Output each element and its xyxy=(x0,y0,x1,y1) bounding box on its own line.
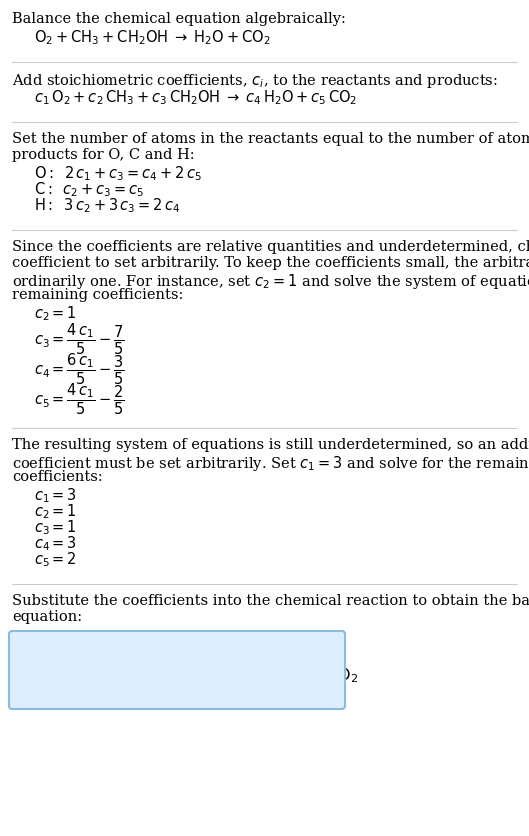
Text: products for O, C and H:: products for O, C and H: xyxy=(12,148,195,162)
Text: $c_5 = \dfrac{4\,c_1}{5} - \dfrac{2}{5}$: $c_5 = \dfrac{4\,c_1}{5} - \dfrac{2}{5}$ xyxy=(34,382,125,417)
Text: $\mathrm{O{:}}\;\; 2\,c_1 + c_3 = c_4 + 2\,c_5$: $\mathrm{O{:}}\;\; 2\,c_1 + c_3 = c_4 + … xyxy=(34,164,202,183)
Text: $c_3 = \dfrac{4\,c_1}{5} - \dfrac{7}{5}$: $c_3 = \dfrac{4\,c_1}{5} - \dfrac{7}{5}$ xyxy=(34,322,125,357)
Text: $c_2 = 1$: $c_2 = 1$ xyxy=(34,304,77,323)
Text: $c_5 = 2$: $c_5 = 2$ xyxy=(34,550,77,568)
Text: Set the number of atoms in the reactants equal to the number of atoms in the: Set the number of atoms in the reactants… xyxy=(12,132,529,146)
Text: Add stoichiometric coefficients, $c_i$, to the reactants and products:: Add stoichiometric coefficients, $c_i$, … xyxy=(12,72,498,90)
Text: $3\,\mathrm{O_2} + \mathrm{CH_3} + \mathrm{CH_2OH} \;\rightarrow\; 3\,\mathrm{H_: $3\,\mathrm{O_2} + \mathrm{CH_3} + \math… xyxy=(62,666,359,686)
Text: remaining coefficients:: remaining coefficients: xyxy=(12,288,184,302)
Text: The resulting system of equations is still underdetermined, so an additional: The resulting system of equations is sti… xyxy=(12,438,529,452)
Text: $c_1 = 3$: $c_1 = 3$ xyxy=(34,486,77,505)
Text: $c_2 = 1$: $c_2 = 1$ xyxy=(34,502,77,521)
Text: equation:: equation: xyxy=(12,610,82,624)
Text: Balance the chemical equation algebraically:: Balance the chemical equation algebraica… xyxy=(12,12,346,26)
Text: Answer:: Answer: xyxy=(20,644,81,658)
Text: $\mathrm{O_2 + CH_3 + CH_2OH} \;\rightarrow\; \mathrm{H_2O + CO_2}$: $\mathrm{O_2 + CH_3 + CH_2OH} \;\rightar… xyxy=(34,28,270,47)
Text: coefficient must be set arbitrarily. Set $c_1 = 3$ and solve for the remaining: coefficient must be set arbitrarily. Set… xyxy=(12,454,529,473)
Text: $c_3 = 1$: $c_3 = 1$ xyxy=(34,518,77,537)
Text: Since the coefficients are relative quantities and underdetermined, choose a: Since the coefficients are relative quan… xyxy=(12,240,529,254)
Text: Substitute the coefficients into the chemical reaction to obtain the balanced: Substitute the coefficients into the che… xyxy=(12,594,529,608)
Text: coefficient to set arbitrarily. To keep the coefficients small, the arbitrary va: coefficient to set arbitrarily. To keep … xyxy=(12,256,529,270)
Text: ordinarily one. For instance, set $c_2 = 1$ and solve the system of equations fo: ordinarily one. For instance, set $c_2 =… xyxy=(12,272,529,291)
Text: coefficients:: coefficients: xyxy=(12,470,103,484)
Text: $\mathrm{C{:}}\;\; c_2 + c_3 = c_5$: $\mathrm{C{:}}\;\; c_2 + c_3 = c_5$ xyxy=(34,180,144,199)
Text: $c_1\,\mathrm{O_2} + c_2\,\mathrm{CH_3} + c_3\,\mathrm{CH_2OH} \;\rightarrow\; c: $c_1\,\mathrm{O_2} + c_2\,\mathrm{CH_3} … xyxy=(34,88,357,107)
Text: $c_4 = 3$: $c_4 = 3$ xyxy=(34,534,77,553)
Text: $c_4 = \dfrac{6\,c_1}{5} - \dfrac{3}{5}$: $c_4 = \dfrac{6\,c_1}{5} - \dfrac{3}{5}$ xyxy=(34,352,125,387)
FancyBboxPatch shape xyxy=(9,631,345,709)
Text: $\mathrm{H{:}}\;\; 3\,c_2 + 3\,c_3 = 2\,c_4$: $\mathrm{H{:}}\;\; 3\,c_2 + 3\,c_3 = 2\,… xyxy=(34,196,180,215)
